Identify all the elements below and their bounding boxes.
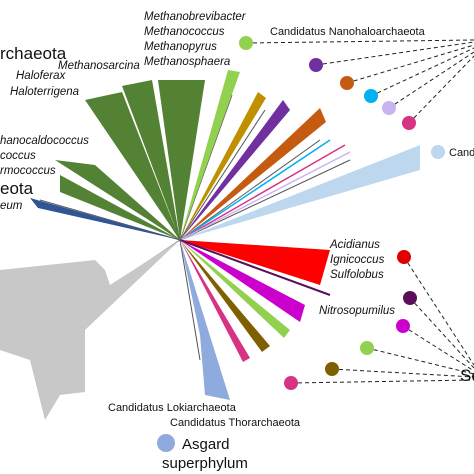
label-nanohaloarchaeota: Candidatus Nanohaloarchaeota	[270, 26, 425, 38]
dot-lavender	[382, 101, 396, 115]
label-nitrosopumilus: Nitrosopumilus	[319, 305, 396, 317]
clade-lavender	[179, 151, 351, 241]
dot-orange	[340, 76, 354, 90]
clade-methanobacteria	[158, 80, 205, 240]
clade-orange	[180, 108, 326, 240]
label-superphylum: superphylum	[162, 455, 248, 472]
dot-red	[397, 250, 411, 264]
clade-asgard	[180, 240, 230, 400]
label-methanococcus: Methanococcus	[144, 26, 225, 38]
dot-light-blue	[431, 145, 445, 159]
dot-lime	[360, 341, 374, 355]
dot-pink	[402, 116, 416, 130]
clade-haloarchaea	[85, 92, 180, 240]
dot-rose	[284, 376, 298, 390]
label-methanosphaera: Methanosphaera	[144, 56, 231, 68]
label-methanopyrus: Methanopyrus	[144, 41, 217, 53]
label-cand-right: Cand	[449, 147, 474, 159]
clade-crenarchaeota	[180, 240, 330, 285]
label-eum: eum	[0, 200, 23, 212]
clade-rose	[180, 240, 250, 362]
dot-cyan	[364, 89, 378, 103]
dot-asgard	[157, 434, 175, 452]
clade-dark-purple	[179, 239, 331, 296]
dot-purple	[309, 58, 323, 72]
label-coccus: coccus	[0, 150, 36, 162]
clade-light-blue	[180, 145, 420, 240]
clade-methanosarcina	[122, 80, 180, 240]
label-eota: eota	[0, 179, 34, 198]
label-haloferax: Haloferax	[16, 70, 66, 82]
clade-purple	[180, 100, 290, 240]
dot-light-green	[239, 36, 253, 50]
outgroup-bacteria	[0, 240, 180, 420]
label-methanobrevibacter: Methanobrevibacter	[144, 11, 246, 23]
label-thorarchaeota: Candidatus Thorarchaeota	[170, 417, 301, 429]
clade-methanococci-a	[55, 160, 180, 240]
clade-thaumarchaeota	[180, 240, 305, 322]
label-lokiarchaeota: Candidatus Lokiarchaeota	[108, 402, 236, 414]
clade-methanococci-b	[60, 175, 180, 240]
label-acidianus: Acidianus	[330, 239, 380, 251]
label-methanocaldococcus: hanocaldococcus	[0, 135, 89, 147]
label-sulfolobus: Sulfolobus	[330, 269, 384, 281]
clade-cyan	[179, 139, 331, 241]
connector-lines	[245, 39, 474, 384]
label-haloterrigena: Haloterrigena	[10, 86, 80, 98]
label-ignicoccus: Ignicoccus	[330, 254, 385, 266]
clade-brown	[180, 240, 270, 352]
dot-brown	[325, 362, 339, 376]
dot-dark-purple	[403, 291, 417, 305]
clade-pink	[179, 144, 346, 241]
label-methanosarcina: Methanosarcina	[58, 60, 140, 72]
clade-thermococci	[30, 198, 180, 240]
clade-lime	[180, 240, 290, 338]
clade-olive	[180, 92, 266, 240]
label-se-right: Se	[460, 366, 474, 385]
label-rmococcus: rmococcus	[0, 165, 56, 177]
dot-magenta	[396, 319, 410, 333]
label-asgard: Asgard	[182, 436, 230, 453]
clade-light-green	[180, 70, 240, 240]
label-archaeota-top: rchaeota	[0, 44, 67, 63]
